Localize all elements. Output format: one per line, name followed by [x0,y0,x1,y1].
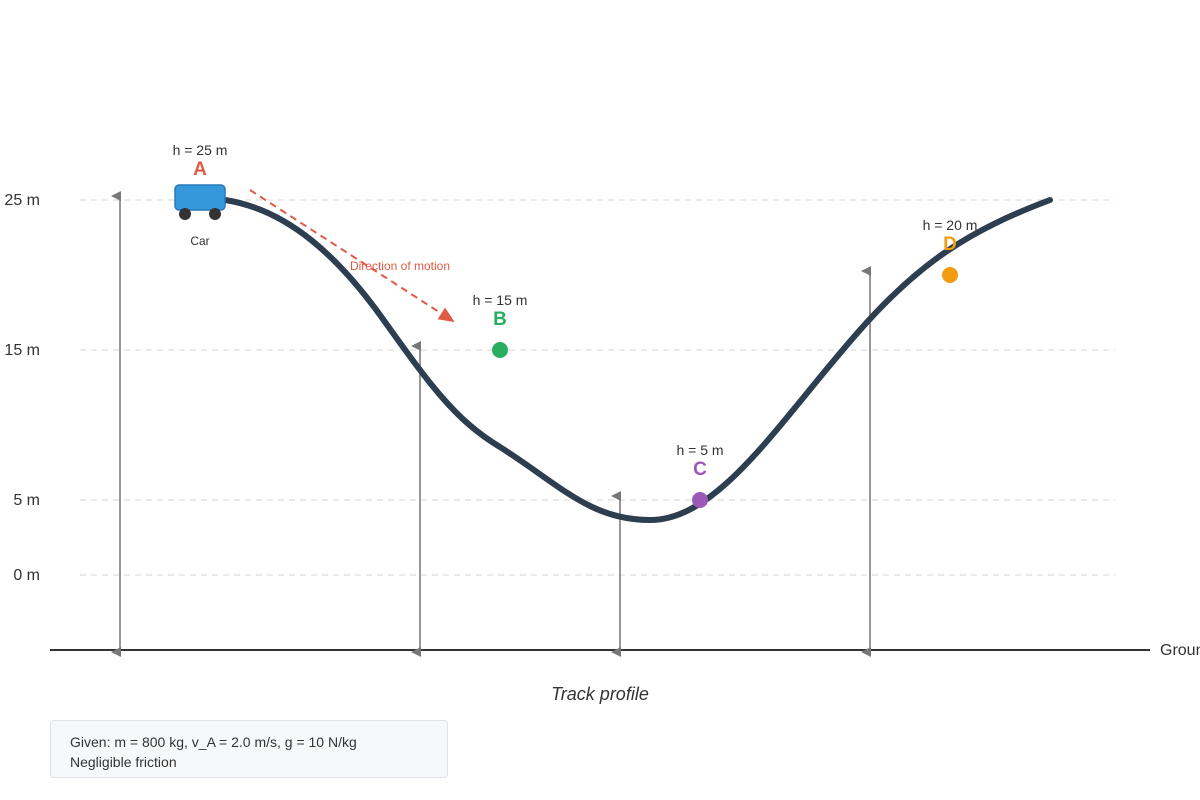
height-label-15m: 15 m [4,342,40,359]
point-A-label: A [193,159,207,180]
car [174,184,226,220]
point-D-label: D [943,234,957,255]
point-C-height: h = 5 m [676,442,723,458]
point-D-height: h = 20 m [923,217,978,233]
point-C-label: C [693,459,707,480]
car-wheel-rear [209,208,221,220]
ground-label: Ground [1160,642,1200,659]
track-curve [222,197,1053,523]
height-labels: 25 m 15 m 5 m 0 m [4,192,40,584]
motion-arrow [249,189,455,323]
point-B-label: B [493,309,507,330]
given-info-box: Given: m = 800 kg, v_A = 2.0 m/s, g = 10… [50,720,448,778]
height-gridlines [80,199,1115,576]
motion-label: Direction of motion [350,259,450,273]
height-label-5m: 5 m [13,492,40,509]
given-friction-note: Negligible friction [70,754,177,770]
height-label-25m: 25 m [4,192,40,209]
point-B-marker [492,342,508,358]
car-wheel-front [179,208,191,220]
diagram-caption: Track profile [551,684,649,704]
point-B-height: h = 15 m [473,292,528,308]
point-A-height: h = 25 m [173,142,228,158]
car-body [174,184,226,211]
point-C-marker [692,492,708,508]
point-D-marker [942,267,958,283]
car-label: Car [190,234,209,248]
height-arrows [111,191,871,657]
given-values: Given: m = 800 kg, v_A = 2.0 m/s, g = 10… [70,734,357,750]
height-label-0m: 0 m [13,567,40,584]
